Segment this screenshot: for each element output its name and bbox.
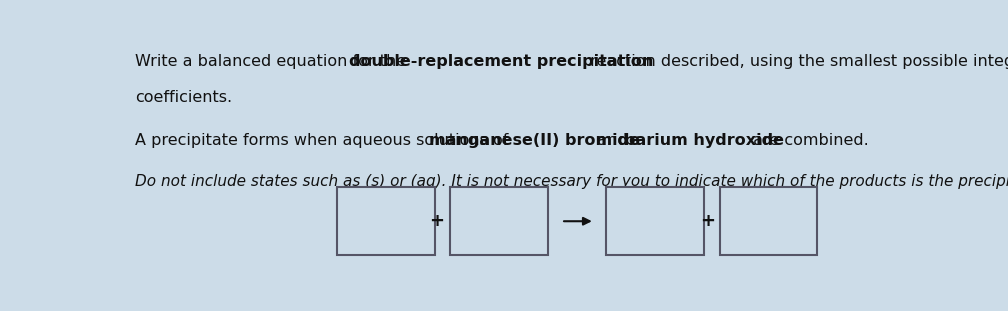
Text: are combined.: are combined. <box>748 133 869 148</box>
Text: manganese(II) bromide: manganese(II) bromide <box>428 133 640 148</box>
FancyBboxPatch shape <box>607 187 704 255</box>
Text: +: + <box>429 212 445 230</box>
Text: and: and <box>593 133 633 148</box>
Text: Do not include states such as (s) or (aq). It is not necessary for you to indica: Do not include states such as (s) or (aq… <box>135 174 1008 189</box>
Text: +: + <box>700 212 715 230</box>
Text: Write a balanced equation for the: Write a balanced equation for the <box>135 54 411 69</box>
FancyBboxPatch shape <box>451 187 548 255</box>
Text: coefficients.: coefficients. <box>135 90 233 105</box>
Text: reaction described, using the smallest possible integ: reaction described, using the smallest p… <box>586 54 1008 69</box>
FancyBboxPatch shape <box>720 187 817 255</box>
Text: barium hydroxide: barium hydroxide <box>624 133 784 148</box>
FancyBboxPatch shape <box>337 187 434 255</box>
Text: double-replacement precipitation: double-replacement precipitation <box>350 54 654 69</box>
Text: A precipitate forms when aqueous solutions of: A precipitate forms when aqueous solutio… <box>135 133 514 148</box>
